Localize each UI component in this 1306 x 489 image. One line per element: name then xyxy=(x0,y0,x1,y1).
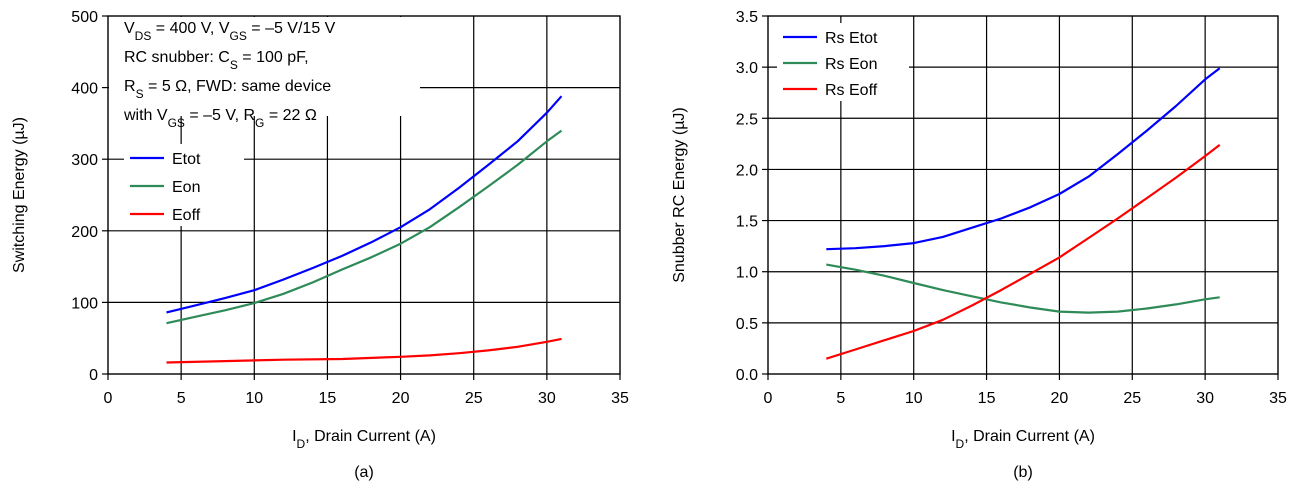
y-tick-label: 2.0 xyxy=(736,162,758,179)
annotation-line: with VGS = –5 V, RG = 22 Ω xyxy=(123,107,317,130)
legend-label: Eon xyxy=(172,179,200,196)
x-tick-label: 30 xyxy=(538,390,556,407)
x-tick-label: 10 xyxy=(905,390,923,407)
y-axis-title: Switching Energy (µJ) xyxy=(11,117,28,273)
legend-label: Rs Etot xyxy=(825,30,878,47)
panel-label: (a) xyxy=(354,464,374,481)
x-axis-title: ID, Drain Current (A) xyxy=(292,428,436,451)
x-tick-label: 0 xyxy=(764,390,773,407)
panel-label: (b) xyxy=(1013,464,1033,481)
annotation: VDS = 400 V, VGS = –5 V/15 V RC snubber: … xyxy=(123,20,336,130)
x-tick-label: 30 xyxy=(1196,390,1214,407)
y-tick-label: 300 xyxy=(71,152,98,169)
x-tick-label: 15 xyxy=(319,390,337,407)
y-tick-label: 500 xyxy=(71,9,98,26)
legend-label: Rs Eon xyxy=(825,56,877,73)
legend: Etot Eon Eoff xyxy=(124,144,244,226)
x-tick-label: 5 xyxy=(836,390,845,407)
series-line-etot xyxy=(166,95,563,314)
series-line-rs-etot xyxy=(826,67,1221,251)
annotation-line: VDS = 400 V, VGS = –5 V/15 V xyxy=(124,20,336,43)
y-tick-label: 1.5 xyxy=(736,214,758,231)
x-tick-label: 0 xyxy=(104,390,113,407)
x-tick-label: 20 xyxy=(392,390,410,407)
y-tick-label: 1.0 xyxy=(736,265,758,282)
plot-frame xyxy=(107,15,621,375)
x-tick-label: 35 xyxy=(1269,390,1287,407)
y-tick-label: 100 xyxy=(71,295,98,312)
y-tick-label: 0.5 xyxy=(736,316,758,333)
series-line-eoff xyxy=(166,337,562,364)
x-axis-title: ID, Drain Current (A) xyxy=(951,428,1095,451)
y-tick-label: 3.5 xyxy=(736,9,758,26)
annotation-line: RS = 5 Ω, FWD: same device xyxy=(124,78,331,101)
plot-frame xyxy=(767,15,1279,375)
x-axis: 0 5 10 15 20 25 30 35 xyxy=(764,374,1287,407)
x-tick-label: 20 xyxy=(1051,390,1069,407)
y-axis: 0.0 0.5 1.0 1.5 2.0 2.5 3.0 3.5 xyxy=(736,9,768,384)
y-axis-title: Snubber RC Energy (µJ) xyxy=(671,107,688,283)
x-tick-label: 35 xyxy=(611,390,629,407)
y-tick-label: 200 xyxy=(71,224,98,241)
chart-panel-b: Rs Etot Rs Eon Rs Eoff 0 5 10 15 20 25 30 35 0.0 0.5… xyxy=(671,9,1287,481)
y-tick-label: 0.0 xyxy=(736,367,758,384)
x-tick-label: 15 xyxy=(978,390,996,407)
series-line-rs-eoff xyxy=(825,144,1221,360)
annotation-line: RC snubber: CS = 100 pF, xyxy=(124,49,309,72)
y-tick-label: 400 xyxy=(71,81,98,98)
chart-panel-a: VDS = 400 V, VGS = –5 V/15 V RC snubber: … xyxy=(11,9,629,481)
legend-label: Etot xyxy=(172,151,201,168)
y-axis: 0 100 200 300 400 500 xyxy=(71,9,108,384)
legend-label: Eoff xyxy=(172,207,201,224)
y-tick-label: 3.0 xyxy=(736,60,758,77)
y-tick-label: 0 xyxy=(89,367,98,384)
x-tick-label: 5 xyxy=(177,390,186,407)
x-axis: 0 5 10 15 20 25 30 35 xyxy=(104,374,629,407)
series-line-rs-eon xyxy=(826,263,1220,314)
y-tick-label: 2.5 xyxy=(736,111,758,128)
x-tick-label: 10 xyxy=(245,390,263,407)
annotation-background xyxy=(109,17,420,116)
legend: Rs Etot Rs Eon Rs Eoff xyxy=(777,23,909,101)
x-tick-label: 25 xyxy=(465,390,483,407)
legend-label: Rs Eoff xyxy=(825,82,878,99)
x-tick-label: 25 xyxy=(1123,390,1141,407)
series-line-eon xyxy=(166,129,563,325)
